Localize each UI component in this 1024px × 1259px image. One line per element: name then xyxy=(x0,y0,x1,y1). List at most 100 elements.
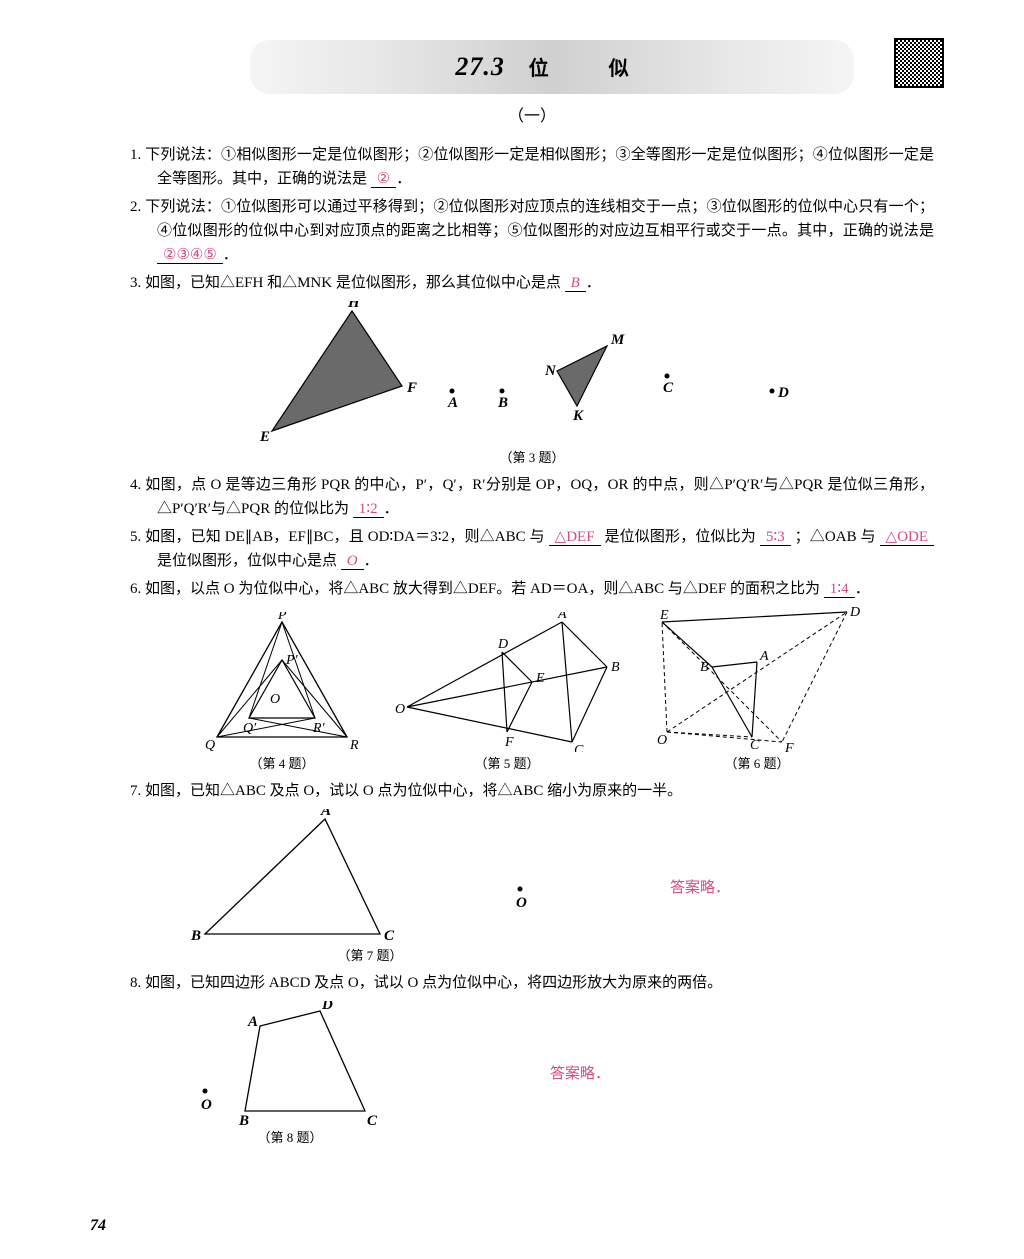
svg-text:O: O xyxy=(395,702,405,717)
figure-caption: （第 6 题） xyxy=(652,754,862,775)
problem-7: 7. 如图，已知△ABC 及点 O，试以 O 点为位似中心，将△ABC 缩小为原… xyxy=(130,779,934,803)
svg-text:D: D xyxy=(321,1001,333,1013)
problem-number: 2. xyxy=(130,199,141,215)
figure-5: O A B C D E F （第 5 题） xyxy=(392,612,622,775)
problem-number: 5. xyxy=(130,529,141,545)
answer-note: 答案略． xyxy=(550,1062,610,1086)
svg-text:Q′: Q′ xyxy=(243,721,257,736)
problem-text: 如图，已知 DE∥AB，EF∥BC，且 OD∶DA＝3∶2，则△ABC 与 xyxy=(145,529,544,545)
problem-number: 8. xyxy=(130,975,141,991)
svg-text:C: C xyxy=(384,928,395,944)
problem-4: 4. 如图，点 O 是等边三角形 PQR 的中心，P′，Q′，R′分别是 OP，… xyxy=(130,473,934,521)
svg-text:D: D xyxy=(849,607,860,620)
figure-6: O A B C D E F （第 6 题） xyxy=(652,607,862,775)
figure-8-svg: A B C D O xyxy=(190,1001,390,1126)
svg-text:R′: R′ xyxy=(312,721,326,736)
problem-number: 7. xyxy=(130,783,141,799)
figure-8-row: A B C D O （第 8 题） 答案略． xyxy=(130,1001,934,1149)
figure-3-row: EHFABNMKCD （第 3 题） xyxy=(130,301,934,469)
svg-text:D: D xyxy=(497,637,508,652)
figure-3-svg: EHFABNMKCD xyxy=(252,301,812,446)
svg-text:O: O xyxy=(270,692,280,707)
svg-text:K: K xyxy=(572,408,584,424)
problem-text: 如图，点 O 是等边三角形 PQR 的中心，P′，Q′，R′分别是 OP，OQ，… xyxy=(145,477,934,517)
problem-text: 如图，以点 O 为位似中心，将△ABC 放大得到△DEF。若 AD＝OA，则△A… xyxy=(145,581,820,597)
figure-caption: （第 3 题） xyxy=(252,448,812,469)
figure-7: ABCO （第 7 题） xyxy=(190,809,550,967)
svg-text:A: A xyxy=(759,649,769,664)
svg-text:D: D xyxy=(777,385,789,401)
svg-text:A: A xyxy=(320,809,331,819)
problem-text: 如图，已知△EFH 和△MNK 是位似图形，那么其位似中心是点 xyxy=(145,275,561,291)
svg-text:B: B xyxy=(238,1113,249,1126)
problem-text: 是位似图形，位似比为 xyxy=(604,529,755,545)
svg-text:Q: Q xyxy=(205,738,215,752)
svg-text:A: A xyxy=(447,395,458,411)
problem-text: 下列说法：①相似图形一定是位似图形；②位似图形一定是相似图形；③全等图形一定是位… xyxy=(145,147,934,187)
answer-blank: △ODE xyxy=(880,529,935,546)
svg-text:M: M xyxy=(610,332,625,348)
problem-8: 8. 如图，已知四边形 ABCD 及点 O，试以 O 点为位似中心，将四边形放大… xyxy=(130,971,934,995)
svg-text:P′: P′ xyxy=(285,653,299,668)
svg-text:F: F xyxy=(406,380,417,396)
figure-3: EHFABNMKCD （第 3 题） xyxy=(252,301,812,469)
problem-5: 5. 如图，已知 DE∥AB，EF∥BC，且 OD∶DA＝3∶2，则△ABC 与… xyxy=(130,525,934,573)
page-number: 74 xyxy=(90,1213,106,1239)
subsection-number: （一） xyxy=(130,104,934,130)
answer-blank: ②③④⑤ xyxy=(157,247,223,264)
svg-text:O: O xyxy=(201,1097,212,1113)
answer-blank: O xyxy=(341,553,364,570)
section-number: 27.3 xyxy=(455,52,505,81)
figure-8: A B C D O （第 8 题） xyxy=(190,1001,390,1149)
svg-text:C: C xyxy=(750,738,760,752)
problem-number: 1. xyxy=(130,147,141,163)
problem-text: 如图，已知四边形 ABCD 及点 O，试以 O 点为位似中心，将四边形放大为原来… xyxy=(145,975,722,991)
answer-blank: 1∶4 xyxy=(824,581,855,598)
svg-text:O: O xyxy=(657,733,667,748)
svg-text:B: B xyxy=(611,660,620,675)
problem-text: ；△OAB 与 xyxy=(795,529,876,545)
svg-text:H: H xyxy=(347,301,361,311)
figure-5-svg: O A B C D E F xyxy=(392,612,622,752)
svg-text:C: C xyxy=(367,1113,378,1126)
svg-text:E: E xyxy=(659,608,669,623)
figure-caption: （第 8 题） xyxy=(190,1128,390,1149)
svg-text:B: B xyxy=(497,395,508,411)
svg-text:A: A xyxy=(247,1014,258,1030)
figure-caption: （第 4 题） xyxy=(202,754,362,775)
problem-3: 3. 如图，已知△EFH 和△MNK 是位似图形，那么其位似中心是点 B． xyxy=(130,271,934,295)
svg-text:R: R xyxy=(349,738,359,752)
svg-text:F: F xyxy=(504,735,514,750)
figure-4-svg: PQROP′Q′R′ xyxy=(202,612,362,752)
answer-blank: 5∶3 xyxy=(760,529,791,546)
figure-7-row: ABCO （第 7 题） 答案略． xyxy=(130,809,934,967)
problem-6: 6. 如图，以点 O 为位似中心，将△ABC 放大得到△DEF。若 AD＝OA，… xyxy=(130,577,934,601)
figure-caption: （第 7 题） xyxy=(190,946,550,967)
svg-text:A: A xyxy=(557,612,567,622)
problem-number: 6. xyxy=(130,581,141,597)
qr-code-icon xyxy=(894,38,944,88)
figure-7-svg: ABCO xyxy=(190,809,550,944)
svg-text:C: C xyxy=(574,743,584,752)
svg-text:N: N xyxy=(544,363,557,379)
problem-text: 如图，已知△ABC 及点 O，试以 O 点为位似中心，将△ABC 缩小为原来的一… xyxy=(145,783,682,799)
svg-text:B: B xyxy=(700,660,709,675)
problem-text: 是位似图形，位似中心是点 xyxy=(157,553,337,569)
answer-blank: B xyxy=(565,275,586,292)
problem-number: 3. xyxy=(130,275,141,291)
svg-text:O: O xyxy=(516,895,527,911)
problem-text: 下列说法：①位似图形可以通过平移得到；②位似图形对应顶点的连线相交于一点；③位似… xyxy=(145,199,934,239)
section-title: 位 似 xyxy=(529,58,649,80)
answer-blank: 1∶2 xyxy=(353,501,384,518)
problem-1: 1. 下列说法：①相似图形一定是位似图形；②位似图形一定是相似图形；③全等图形一… xyxy=(130,143,934,191)
problem-2: 2. 下列说法：①位似图形可以通过平移得到；②位似图形对应顶点的连线相交于一点；… xyxy=(130,195,934,267)
figures-456-row: PQROP′Q′R′ （第 4 题） OABCDEF （第 5 题） OABCD… xyxy=(130,607,934,775)
problem-number: 4. xyxy=(130,477,141,493)
svg-text:C: C xyxy=(663,380,674,396)
svg-text:F: F xyxy=(784,741,794,752)
answer-note: 答案略． xyxy=(670,876,730,900)
answer-blank: △DEF xyxy=(549,529,601,546)
svg-text:E: E xyxy=(535,671,545,686)
figure-6-svg: O A B C D E F xyxy=(652,607,862,752)
figure-caption: （第 5 题） xyxy=(392,754,622,775)
